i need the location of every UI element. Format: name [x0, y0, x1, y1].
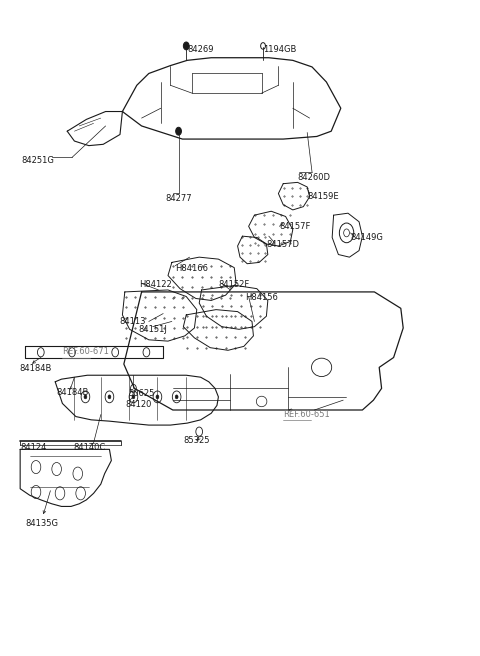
Text: 84157F: 84157F — [279, 222, 311, 232]
Text: 84269: 84269 — [187, 45, 214, 54]
Text: 84124: 84124 — [20, 443, 47, 452]
Text: 1194GB: 1194GB — [263, 45, 297, 54]
Text: 84157D: 84157D — [266, 239, 300, 249]
Text: 84149G: 84149G — [350, 233, 383, 242]
Text: H84166: H84166 — [175, 264, 208, 274]
Text: 84251G: 84251G — [22, 155, 54, 165]
Text: 84140C: 84140C — [73, 443, 105, 452]
Circle shape — [156, 395, 159, 399]
Text: 84260D: 84260D — [298, 173, 331, 182]
Text: 84184B: 84184B — [57, 388, 89, 397]
Text: 84277: 84277 — [166, 194, 192, 203]
Text: 84184B: 84184B — [19, 364, 51, 373]
Text: 84135G: 84135G — [25, 519, 58, 528]
Text: 85325: 85325 — [183, 436, 210, 445]
Circle shape — [108, 395, 111, 399]
Text: H84122: H84122 — [139, 280, 172, 289]
Circle shape — [176, 127, 181, 135]
Circle shape — [132, 395, 135, 399]
Circle shape — [175, 395, 178, 399]
Text: 50625: 50625 — [129, 389, 155, 398]
Circle shape — [183, 42, 189, 50]
Text: 84159E: 84159E — [307, 192, 339, 201]
Circle shape — [84, 395, 87, 399]
Text: 84151J: 84151J — [138, 325, 167, 335]
Text: 84113: 84113 — [119, 317, 145, 326]
Text: REF.60-651: REF.60-651 — [283, 410, 330, 419]
Text: REF.60-671: REF.60-671 — [62, 347, 109, 356]
Text: 84152F: 84152F — [218, 280, 250, 289]
Text: 84120: 84120 — [126, 400, 152, 409]
Text: H84156: H84156 — [245, 293, 277, 302]
